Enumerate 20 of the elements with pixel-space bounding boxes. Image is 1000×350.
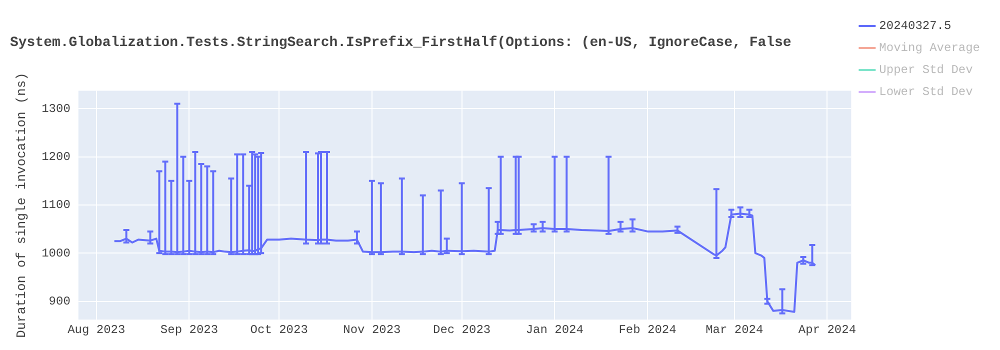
x-tick-label: Dec 2023 <box>432 322 491 337</box>
y-tick-label: 1200 <box>42 150 70 164</box>
x-tick-label: Feb 2024 <box>618 322 676 337</box>
legend-label: Moving Average <box>879 41 980 56</box>
y-tick-label: 1000 <box>42 246 70 260</box>
x-tick-label: Nov 2023 <box>343 322 401 337</box>
x-tick-label: Aug 2023 <box>68 322 126 337</box>
legend-label: Lower Std Dev <box>879 85 973 100</box>
x-tick-label: Oct 2023 <box>250 322 308 337</box>
y-tick-label: 1100 <box>42 198 70 212</box>
x-tick-label: Jan 2024 <box>526 322 584 337</box>
y-tick-label: 900 <box>48 294 70 308</box>
y-tick-label: 1300 <box>42 102 70 116</box>
x-tick-label: Apr 2024 <box>798 322 856 337</box>
y-axis-title: Duration of single invocation (ns) <box>14 72 30 338</box>
legend-label: Upper Std Dev <box>879 63 973 78</box>
legend-label: 20240327.5 <box>879 19 952 34</box>
x-tick-label: Sep 2023 <box>160 322 218 337</box>
chart-title: System.Globalization.Tests.StringSearch.IsPrefix_FirstHalf(Options: (en-US, IgnoreCase, False <box>10 34 792 51</box>
x-tick-label: Mar 2024 <box>706 322 764 337</box>
